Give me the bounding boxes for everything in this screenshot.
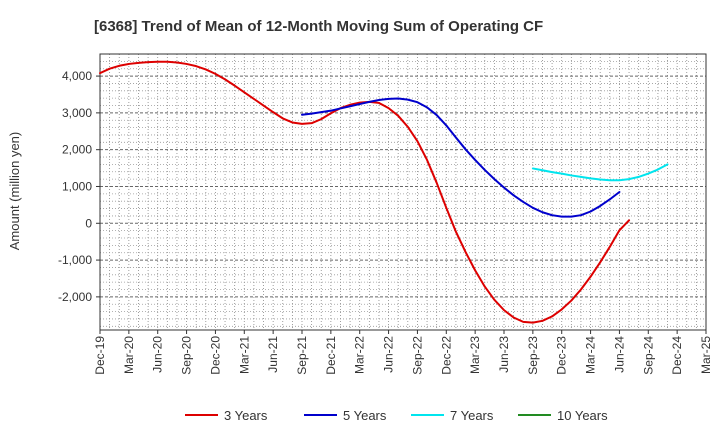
x-tick-label: Jun-23: [497, 336, 511, 373]
x-axis-ticks: Dec-19 Mar-20 Jun-20 Sep-20 Dec-20 Mar-21 Jun-…: [93, 330, 713, 375]
x-tick-label: Jun-21: [266, 336, 280, 373]
x-tick-label: Dec-19: [93, 336, 107, 375]
y-axis-label: Amount (million yen): [7, 132, 22, 251]
y-tick-label: -2,000: [58, 290, 92, 304]
legend-label-10-years: 10 Years: [557, 408, 608, 423]
x-tick-label: Sep-24: [641, 336, 655, 375]
legend-label-5-years: 5 Years: [343, 408, 387, 423]
plot-border: [99, 53, 707, 331]
series-line-7-years: [531, 163, 669, 182]
x-tick-label: Dec-20: [208, 336, 222, 375]
legend-label-7-years: 7 Years: [450, 408, 494, 423]
y-tick-label: 0: [85, 216, 92, 230]
x-tick-label: Mar-20: [122, 336, 136, 374]
x-tick-label: Mar-23: [468, 336, 482, 374]
x-tick-label: Sep-22: [410, 336, 424, 375]
legend: 3 Years 5 Years 7 Years 10 Years: [185, 408, 608, 423]
y-tick-label: 3,000: [62, 106, 92, 120]
x-tick-label: Dec-23: [555, 336, 569, 375]
x-tick-label: Dec-24: [670, 336, 684, 375]
legend-label-3-years: 3 Years: [224, 408, 268, 423]
x-tick-label: Mar-21: [237, 336, 251, 374]
x-tick-label: Mar-22: [353, 336, 367, 374]
y-tick-label: 2,000: [62, 143, 92, 157]
x-tick-label: Jun-22: [382, 336, 396, 373]
x-tick-label: Mar-24: [584, 336, 598, 374]
grid-vertical: [109, 54, 697, 330]
plot-area: [100, 54, 706, 330]
y-tick-label: -1,000: [58, 253, 92, 267]
x-tick-label: Jun-24: [612, 336, 626, 373]
x-tick-label: Dec-21: [324, 336, 338, 375]
series-layer: [99, 60, 669, 324]
chart-title: [6368] Trend of Mean of 12-Month Moving …: [94, 18, 543, 35]
x-tick-label: Jun-20: [151, 336, 165, 373]
series-line-5-years: [301, 97, 621, 218]
y-tick-label: 1,000: [62, 179, 92, 193]
x-tick-label: Sep-23: [526, 336, 540, 375]
x-tick-label: Mar-25: [699, 336, 713, 374]
x-tick-label: Sep-21: [295, 336, 309, 375]
y-tick-label: 4,000: [62, 69, 92, 83]
y-axis-ticks: 4,000 3,000 2,000 1,000 0 -1,000 -2,000: [58, 69, 100, 304]
x-tick-label: Sep-20: [180, 336, 194, 375]
x-tick-label: Dec-22: [439, 336, 453, 375]
